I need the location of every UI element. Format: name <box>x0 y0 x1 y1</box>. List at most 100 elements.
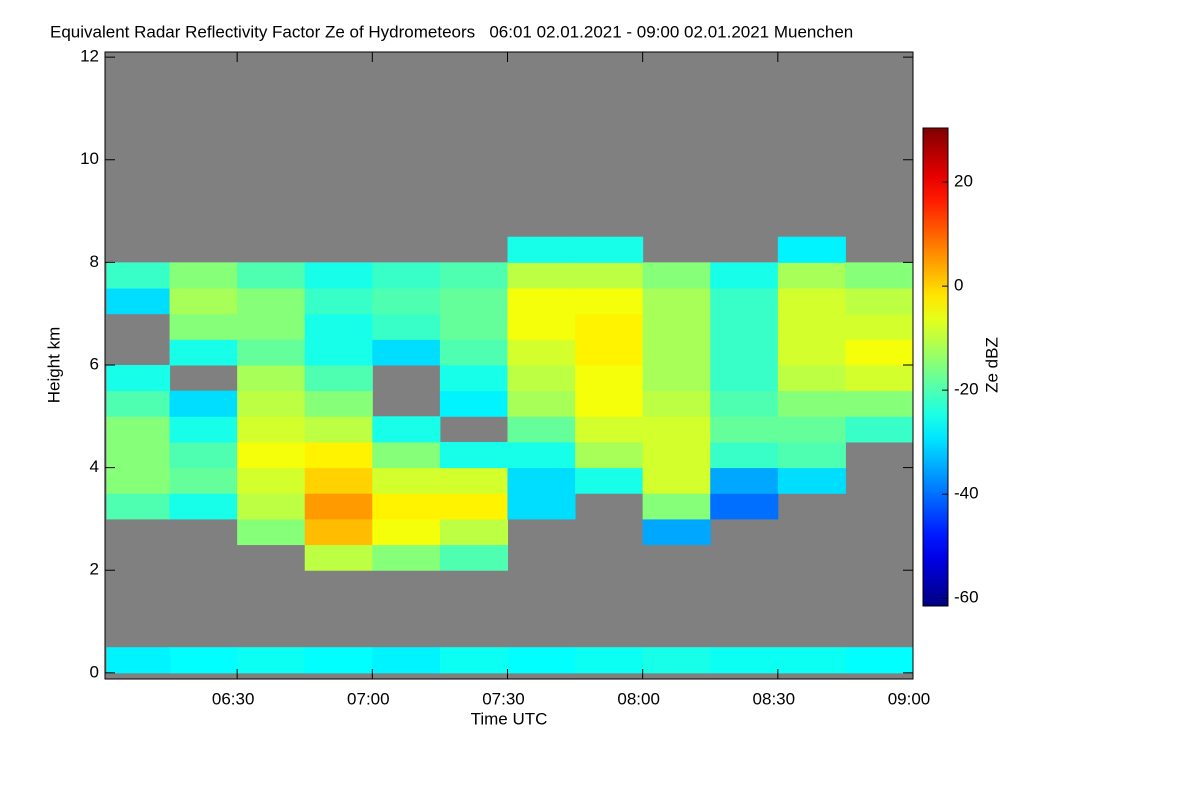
heatmap-cell <box>642 416 711 443</box>
heatmap-cell <box>710 262 779 289</box>
heatmap-cell <box>372 544 441 571</box>
heatmap-cell <box>106 493 171 520</box>
heatmap-cell <box>710 647 779 674</box>
heatmap-cell <box>169 262 238 289</box>
heatmap-cell <box>106 467 171 494</box>
x-tick-label: 07:30 <box>482 689 525 708</box>
heatmap-cell <box>777 262 846 289</box>
heatmap-cell <box>777 288 846 315</box>
plot-frame <box>104 51 914 680</box>
heatmap-cell <box>439 390 508 417</box>
heatmap-cell <box>372 262 441 289</box>
heatmap-cell <box>169 390 238 417</box>
heatmap-cell <box>777 339 846 366</box>
heatmap-cell <box>642 518 711 546</box>
heatmap-cell <box>777 441 846 469</box>
heatmap-cell <box>642 441 711 469</box>
heatmap-cell <box>106 441 171 469</box>
heatmap-cell <box>642 493 711 520</box>
y-axis-label: Height km <box>44 327 63 404</box>
heatmap-cell <box>845 339 914 366</box>
heatmap-cell <box>575 236 644 263</box>
heatmap-cell <box>439 441 508 469</box>
heatmap-cell <box>575 339 644 366</box>
heatmap-cell <box>169 441 238 469</box>
heatmap-cell <box>777 467 846 494</box>
heatmap-cell <box>507 390 576 417</box>
heatmap-cell <box>642 364 711 392</box>
x-tick-label: 08:30 <box>753 689 796 708</box>
heatmap-cell <box>642 390 711 417</box>
heatmap-cell <box>304 313 373 340</box>
heatmap-cell <box>237 339 306 366</box>
heatmap-cell <box>372 467 441 494</box>
heatmap-cell <box>372 518 441 546</box>
heatmap-cell <box>845 288 914 315</box>
heatmap-cell <box>575 416 644 443</box>
x-tick-label: 07:00 <box>347 689 390 708</box>
x-tick-label: 09:00 <box>888 689 931 708</box>
heatmap-cell <box>439 364 508 392</box>
heatmap-cell <box>710 493 779 520</box>
heatmap-cell <box>304 390 373 417</box>
heatmap-cell <box>237 262 306 289</box>
x-axis-label: Time UTC <box>471 709 548 728</box>
heatmap-cell <box>507 441 576 469</box>
heatmap-cell <box>304 647 373 674</box>
heatmap-cell <box>304 262 373 289</box>
heatmap-cell <box>304 467 373 494</box>
heatmap-cell <box>237 518 306 546</box>
heatmap-cell <box>845 313 914 340</box>
heatmap-cell <box>304 416 373 443</box>
colorbar-tick-label: 0 <box>954 276 963 295</box>
heatmap-cell <box>710 313 779 340</box>
heatmap-cell <box>439 288 508 315</box>
x-tick-label: 08:00 <box>617 689 660 708</box>
y-tick-label: 4 <box>90 457 99 476</box>
heatmap-cell <box>710 390 779 417</box>
y-tick-label: 6 <box>90 354 99 373</box>
heatmap-cell <box>777 236 846 263</box>
heatmap-cell <box>575 288 644 315</box>
heatmap-cell <box>439 518 508 546</box>
heatmap-cell <box>439 544 508 571</box>
heatmap-cell <box>439 493 508 520</box>
heatmap-cell <box>106 390 171 417</box>
heatmap-cell <box>845 647 914 674</box>
heatmap-cell <box>106 364 171 392</box>
heatmap-cell <box>777 647 846 674</box>
heatmap-cell <box>372 647 441 674</box>
heatmap-cell <box>642 339 711 366</box>
heatmap-cell <box>106 262 171 289</box>
heatmap-cell <box>372 339 441 366</box>
heatmap-cell <box>507 467 576 494</box>
heatmap-cell <box>507 236 576 263</box>
heatmap-cell <box>575 313 644 340</box>
heatmap-cell <box>372 441 441 469</box>
heatmap-cell <box>845 416 914 443</box>
heatmap-cell <box>710 416 779 443</box>
heatmap-cell <box>575 390 644 417</box>
heatmap-cell <box>439 313 508 340</box>
heatmap-cell <box>845 390 914 417</box>
heatmap-cell <box>169 467 238 494</box>
heatmap-cell <box>642 288 711 315</box>
y-tick-label: 0 <box>90 662 99 681</box>
heatmap-cell <box>106 416 171 443</box>
heatmap-cell <box>777 313 846 340</box>
heatmap-cell <box>169 647 238 674</box>
x-tick-label: 06:30 <box>212 689 255 708</box>
heatmap-cell <box>304 518 373 546</box>
heatmap-cell <box>304 364 373 392</box>
heatmap-cell <box>575 467 644 494</box>
heatmap-cell <box>237 647 306 674</box>
y-tick-label: 10 <box>80 149 99 168</box>
heatmap-cell <box>507 416 576 443</box>
colorbar-tick-label: 20 <box>954 172 973 191</box>
heatmap-cell <box>439 467 508 494</box>
heatmap-cell <box>237 493 306 520</box>
heatmap-cell <box>372 288 441 315</box>
heatmap-cell <box>439 647 508 674</box>
heatmap-cell <box>372 416 441 443</box>
y-tick-label: 8 <box>90 252 99 271</box>
